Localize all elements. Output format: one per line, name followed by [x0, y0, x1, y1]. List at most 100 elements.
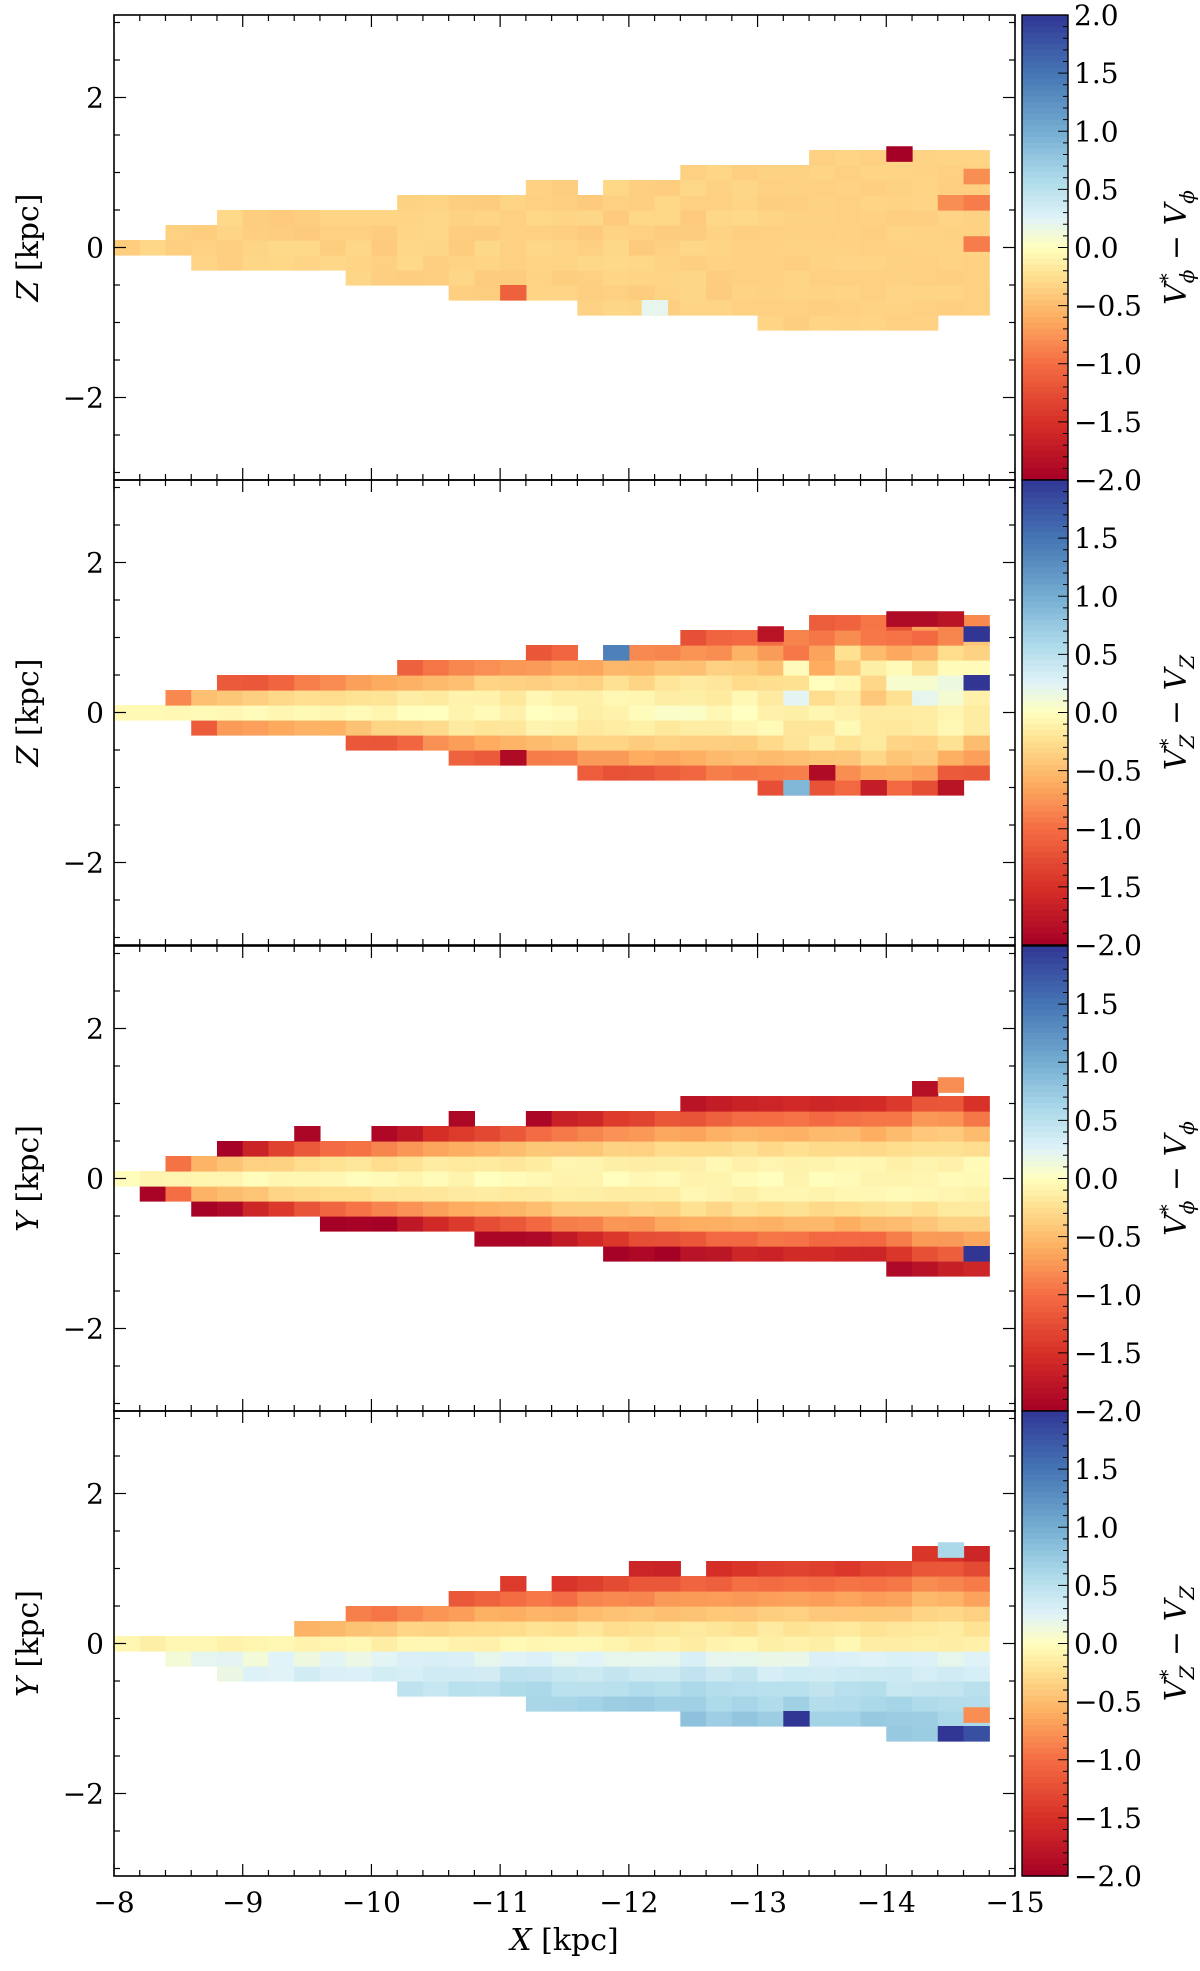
heatmap-cell: [294, 675, 321, 691]
heatmap-cell: [294, 1156, 321, 1172]
colorbar-segment: [1022, 183, 1068, 191]
heatmap-cell: [603, 1201, 630, 1217]
heatmap-cell: [114, 1171, 141, 1187]
heatmap-cells: [114, 146, 990, 331]
heatmap-cell: [422, 1156, 450, 1172]
heatmap-cell: [525, 1606, 553, 1622]
heatmap-cell: [500, 1681, 527, 1697]
colorbar-segment: [1022, 1277, 1068, 1284]
colorbar-segment: [1022, 311, 1068, 318]
heatmap-cell: [783, 300, 810, 316]
colorbar-segment: [1022, 770, 1068, 778]
heatmap-cell: [654, 285, 681, 301]
heatmap-cell: [577, 195, 604, 211]
colorbar-segment: [1022, 1405, 1068, 1412]
colorbar-segment: [1022, 15, 1068, 22]
colorbar-segment: [1022, 113, 1068, 121]
heatmap-cell: [886, 1666, 913, 1682]
heatmap-cell: [731, 225, 759, 241]
heatmap-cell: [860, 630, 887, 646]
heatmap-cell: [809, 195, 836, 211]
colorbar-segment: [1022, 201, 1068, 208]
colorbar-segment: [1022, 776, 1068, 783]
colorbar-segment: [1022, 840, 1068, 847]
heatmap-cell: [680, 1606, 707, 1622]
heatmap-cell: [783, 1126, 810, 1142]
y-axis-label: Z [kpc]: [11, 659, 46, 768]
heatmap-cell: [397, 1201, 424, 1217]
heatmap-cell: [345, 210, 373, 226]
heatmap-cell: [834, 150, 862, 166]
colorbar-segment: [1022, 1009, 1068, 1017]
colorbar-segment: [1022, 1283, 1068, 1290]
colorbar-segment: [1022, 1736, 1068, 1744]
heatmap-cell: [731, 1606, 759, 1622]
heatmap-cell: [422, 1171, 450, 1187]
heatmap-cell: [603, 1246, 630, 1262]
heatmap-cell: [319, 705, 347, 721]
colorbar-segment: [1022, 1323, 1068, 1331]
heatmap-cell: [963, 735, 990, 751]
heatmap-cell: [937, 240, 965, 256]
heatmap-cell: [963, 1201, 990, 1217]
heatmap-cell: [551, 1606, 578, 1622]
heatmap-cell: [809, 285, 836, 301]
heatmap-cell: [628, 1201, 656, 1217]
heatmap-cell: [294, 690, 321, 706]
heatmap-cell: [912, 240, 939, 256]
colorbar-segment: [1022, 154, 1068, 162]
heatmap-cell: [422, 1681, 450, 1697]
heatmap-cell: [345, 1156, 373, 1172]
colorbar-segment: [1022, 206, 1068, 214]
heatmap-cell: [474, 1186, 501, 1202]
colorbar-segment: [1022, 1567, 1068, 1575]
colorbar-segment: [1022, 148, 1068, 156]
heatmap-cell: [886, 720, 913, 736]
heatmap-cell: [912, 1126, 939, 1142]
heatmap-cell: [809, 225, 836, 241]
heatmap-cell: [371, 1651, 398, 1667]
colorbar-tick-label: −0.5: [1074, 290, 1142, 323]
heatmap-cell: [448, 705, 475, 721]
heatmap-cell: [603, 1576, 630, 1592]
heatmap-cell: [397, 720, 424, 736]
colorbar-segment: [1022, 1097, 1068, 1104]
heatmap-cell: [912, 195, 939, 211]
heatmap-cell: [577, 1606, 604, 1622]
colorbar-segment: [1022, 886, 1068, 894]
colorbar-segment: [1022, 1748, 1068, 1755]
heatmap-cell: [397, 270, 424, 286]
colorbar-segment: [1022, 642, 1068, 650]
panel-3: −2 0 2 Y [kpc] 1.5 1.0 0.5 0.0 −0.5 −1.0 −1.5 −2.0 V…: [11, 945, 1199, 1428]
colorbar-segment: [1022, 456, 1068, 464]
heatmap-cell: [294, 1126, 321, 1142]
heatmap-cell: [654, 210, 681, 226]
colorbar-segment: [1022, 852, 1068, 859]
x-tick-label: −9: [222, 1886, 263, 1919]
heatmap-cell: [963, 705, 990, 721]
heatmap-cell: [963, 1636, 990, 1652]
heatmap-cell: [680, 1681, 707, 1697]
heatmap-cell: [834, 750, 862, 766]
colorbar-segment: [1022, 584, 1068, 592]
heatmap-cell-outlier: [500, 750, 527, 766]
y-tick-label: −2: [63, 1313, 104, 1346]
colorbar-segment: [1022, 1666, 1068, 1674]
heatmap-cell: [912, 1561, 939, 1577]
heatmap-cell: [706, 720, 733, 736]
colorbar-segment: [1022, 1800, 1068, 1807]
heatmap-cell: [809, 1111, 836, 1127]
heatmap-cell: [371, 735, 398, 751]
colorbar-segment: [1022, 1434, 1068, 1441]
heatmap-cell: [912, 1231, 939, 1247]
colorbar-segment: [1022, 468, 1068, 475]
heatmap-cell: [912, 645, 939, 661]
colorbar-segment: [1022, 811, 1068, 818]
heatmap-cell: [577, 270, 604, 286]
heatmap-cell: [783, 765, 810, 781]
heatmap-cell: [500, 270, 527, 286]
heatmap-cell: [397, 1171, 424, 1187]
heatmap-cell: [525, 195, 553, 211]
heatmap-cell: [937, 1156, 965, 1172]
heatmap-cell: [731, 1216, 759, 1232]
